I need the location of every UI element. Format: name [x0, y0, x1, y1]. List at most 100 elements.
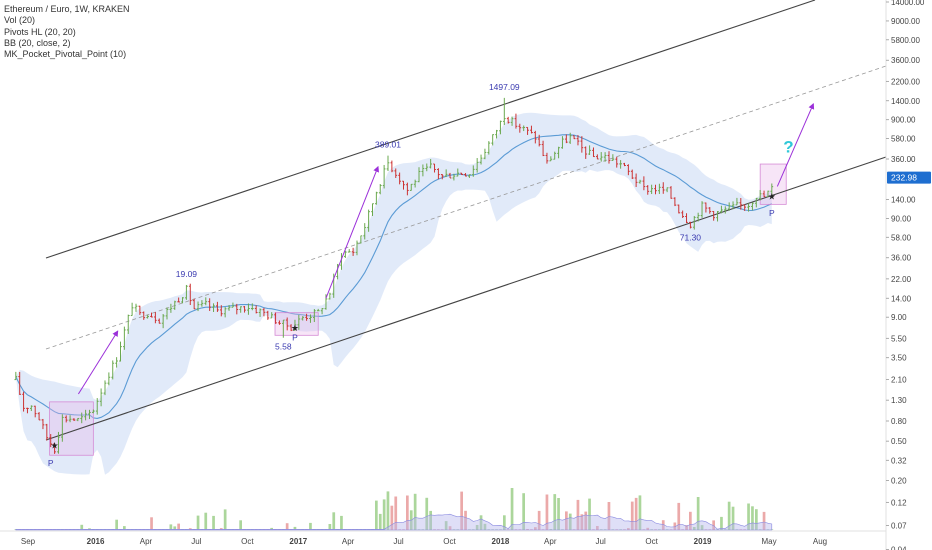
volume-bar — [185, 529, 188, 530]
volume-bar — [580, 514, 584, 530]
volume-bar — [572, 529, 576, 530]
pivot-label: 1497.09 — [489, 82, 520, 92]
volume-bar — [522, 493, 525, 530]
volume-bar — [689, 511, 692, 530]
time-tick-label: Sep — [21, 537, 36, 546]
volume-bar — [289, 529, 293, 530]
volume-bar — [588, 498, 591, 530]
volume-bar — [231, 529, 235, 530]
price-tick-label: 0.20 — [891, 476, 907, 485]
volume-bar — [549, 529, 553, 530]
volume-bar — [99, 529, 103, 530]
time-tick-label: Apr — [544, 537, 557, 546]
price-tick-label: 0.12 — [891, 498, 907, 507]
volume-bar — [80, 524, 84, 530]
volume-bar — [731, 506, 735, 530]
volume-bar — [115, 519, 118, 530]
channel-mid-line — [45, 65, 887, 350]
volume-bar — [41, 529, 45, 530]
volume-bar — [534, 527, 537, 530]
volume-bar — [545, 494, 549, 530]
volume-bar — [665, 529, 669, 530]
pocket-marker: P — [769, 208, 775, 218]
volume-bar — [30, 529, 33, 530]
price-tick-label: 5.50 — [891, 334, 907, 343]
volume-bar — [475, 525, 479, 530]
volume-bar — [208, 529, 211, 530]
time-tick-label: Jul — [393, 537, 403, 546]
volume-bar — [282, 529, 285, 530]
price-tick-label: 9000.00 — [891, 17, 920, 26]
time-tick-label: May — [761, 537, 776, 546]
volume-bar — [378, 513, 382, 530]
volume-bar — [37, 529, 41, 530]
channel-upper-line — [45, 0, 816, 259]
volume-bar — [61, 529, 64, 530]
volume-bar — [320, 529, 324, 530]
price-tick-label: 2200.00 — [891, 77, 920, 86]
volume-bar — [654, 529, 657, 530]
volume-bar — [103, 529, 107, 530]
bollinger-basis-line — [15, 134, 773, 419]
vol-indicator-label: Vol (20) — [4, 15, 36, 26]
volume-bar — [557, 498, 560, 530]
volume-bar — [421, 529, 425, 530]
volume-bar — [619, 529, 622, 530]
last-price-tag: 232.98 — [891, 173, 917, 183]
price-tick-label: 0.07 — [891, 521, 907, 530]
volume-bar — [464, 510, 467, 530]
volume-bar — [254, 529, 258, 530]
price-tick-label: 0.50 — [891, 437, 907, 446]
price-tick-label: 90.00 — [891, 214, 912, 223]
volume-bar — [483, 523, 487, 530]
volume-bar — [634, 497, 638, 530]
volume-bar — [627, 528, 630, 530]
price-tick-label: 3.50 — [891, 354, 907, 363]
time-tick-label: 2016 — [87, 537, 105, 546]
price-tick-label: 9.00 — [891, 313, 907, 322]
volume-bar — [305, 529, 308, 530]
volume-bar — [154, 529, 157, 530]
volume-bar — [510, 488, 514, 530]
volume-bar — [285, 523, 289, 530]
volume-bar — [313, 529, 316, 530]
volume-bar — [561, 529, 564, 530]
volume-bar — [448, 526, 452, 530]
volume-bar — [111, 529, 115, 530]
volume-bar — [382, 499, 386, 530]
volume-bar — [192, 529, 196, 530]
volume-bar — [495, 529, 498, 530]
volume-bar — [258, 529, 262, 530]
volume-bar — [173, 526, 177, 530]
trend-arrow — [77, 330, 119, 395]
volume-bar — [716, 529, 719, 530]
volume-bar — [223, 509, 227, 530]
pivot-label: 5.58 — [275, 342, 292, 352]
volume-bar — [677, 502, 681, 530]
volume-bar — [309, 522, 312, 530]
star-icon: ★ — [291, 324, 299, 334]
volume-bar — [599, 529, 603, 530]
volume-bar — [247, 529, 250, 530]
volume-bar — [359, 529, 363, 530]
volume-bar — [150, 517, 153, 530]
trend-arrow — [325, 165, 379, 299]
volume-bar — [673, 522, 677, 530]
volume-bar — [375, 500, 378, 530]
price-tick-label: 140.00 — [891, 196, 916, 205]
volume-bar — [499, 529, 502, 530]
volume-bar — [363, 529, 367, 530]
price-tick-label: 58.00 — [891, 233, 912, 242]
volume-bar — [530, 529, 533, 530]
volume-bar — [471, 529, 475, 530]
volume-bar — [45, 529, 49, 530]
volume-bar — [433, 529, 436, 530]
volume-bar — [130, 529, 134, 530]
volume-bar — [18, 529, 21, 530]
price-tick-label: 360.00 — [891, 155, 916, 164]
volume-bar — [603, 529, 607, 530]
volume-bar — [720, 516, 723, 530]
volume-bar — [196, 515, 200, 530]
volume-bar — [270, 527, 273, 530]
